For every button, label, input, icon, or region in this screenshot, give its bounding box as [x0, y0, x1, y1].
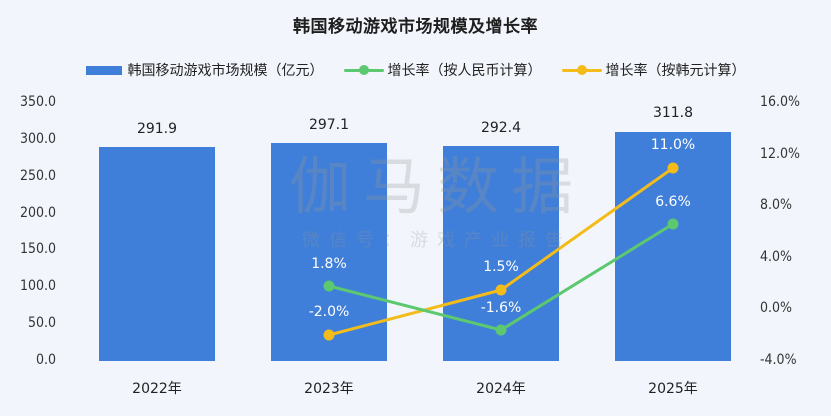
growth-rmb-label: -1.6%	[480, 300, 522, 316]
marker-krw-2024	[495, 284, 507, 296]
x-axis-category: 2022年	[132, 381, 182, 397]
legend-label: 增长率（按韩元计算）	[605, 63, 746, 79]
bar-value-label: 297.1	[308, 117, 350, 133]
x-axis-category: 2024年	[476, 381, 526, 397]
marker-rmb-2025	[667, 218, 679, 230]
right-axis-tick: 0.0%	[760, 300, 792, 316]
left-axis-tick: 0.0	[35, 352, 56, 368]
chart-title: 韩国移动游戏市场规模及增长率	[293, 17, 538, 37]
left-axis-tick: 100.0	[19, 278, 56, 294]
growth-rmb-label: 1.8%	[311, 256, 347, 272]
right-axis-tick: 8.0%	[760, 197, 792, 213]
growth-krw-label: 11.0%	[650, 137, 696, 153]
legend-label: 增长率（按人民币计算）	[387, 63, 542, 79]
right-axis-tick: 12.0%	[760, 146, 801, 162]
left-axis-tick: 50.0	[27, 315, 56, 331]
growth-krw-label: 1.5%	[483, 259, 519, 275]
line-marker-yellow-icon	[561, 64, 602, 76]
line-marker-green-icon	[343, 64, 384, 76]
bar-value-label: 291.9	[136, 121, 178, 137]
x-axis-category: 2023年	[304, 381, 354, 397]
legend-item-growth-rmb: 增长率（按人民币计算）	[343, 60, 542, 80]
marker-krw-2023	[323, 329, 335, 341]
bar-value-label: 311.8	[652, 105, 694, 121]
left-axis-tick: 200.0	[19, 205, 56, 221]
right-axis-tick: -4.0%	[760, 352, 797, 368]
growth-krw-label: -2.0%	[308, 304, 350, 320]
right-axis-tick: 4.0%	[760, 249, 792, 265]
legend-item-growth-krw: 增长率（按韩元计算）	[561, 60, 746, 80]
x-axis-category: 2025年	[648, 381, 698, 397]
marker-rmb-2024	[495, 324, 507, 336]
bar-2022	[99, 147, 215, 361]
left-axis-tick: 300.0	[19, 131, 56, 147]
left-axis-tick: 250.0	[19, 168, 56, 184]
bar-value-label: 292.4	[480, 120, 522, 136]
left-axis-tick: 150.0	[19, 241, 56, 257]
right-axis-tick: 16.0%	[760, 94, 801, 110]
legend-label: 韩国移动游戏市场规模（亿元）	[127, 63, 324, 79]
marker-rmb-2023	[323, 280, 335, 292]
bar-swatch-icon	[85, 65, 122, 75]
growth-rmb-label: 6.6%	[655, 194, 691, 210]
legend-item-market-size: 韩国移动游戏市场规模（亿元）	[85, 60, 324, 80]
left-axis-tick: 350.0	[19, 94, 56, 110]
chart-legend: 韩国移动游戏市场规模（亿元） 增长率（按人民币计算） 增长率（按韩元计算）	[0, 60, 831, 80]
marker-krw-2025	[667, 162, 679, 174]
